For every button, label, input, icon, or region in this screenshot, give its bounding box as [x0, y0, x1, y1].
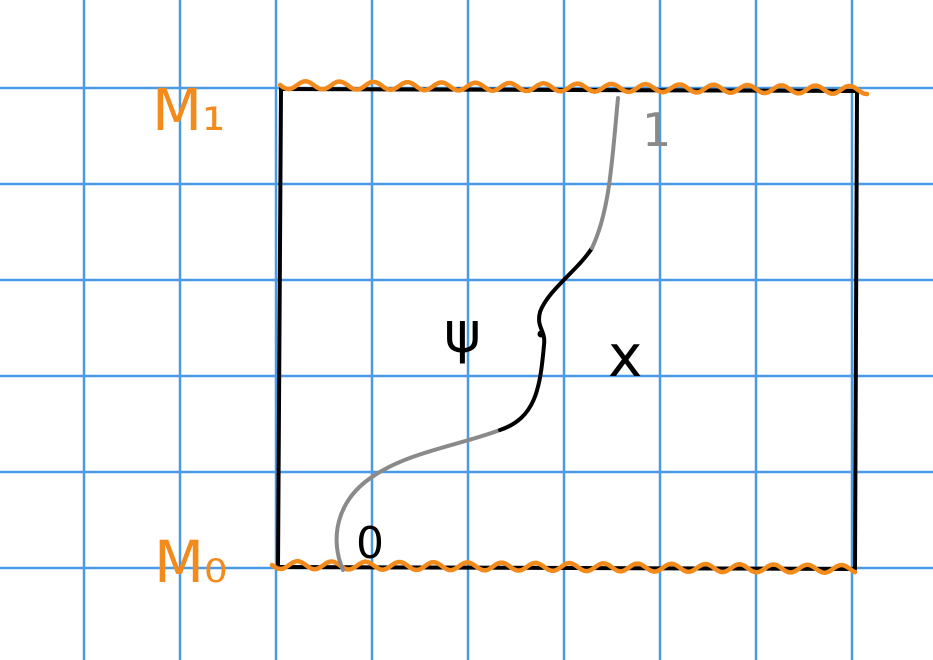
- path-lower-gray-segment: [334, 428, 502, 572]
- frame-right-edge: [853, 88, 859, 570]
- label-endpoint-top: 1: [642, 103, 671, 157]
- path-middle-black-segment: [498, 246, 594, 432]
- path-upper-gray-segment: [590, 96, 620, 250]
- label-top-boundary: M₁: [152, 76, 225, 144]
- bottom-boundary-wave: [269, 559, 858, 576]
- label-x: x: [608, 322, 642, 390]
- label-endpoint-bottom: 0: [356, 518, 384, 569]
- frame-left-edge: [276, 86, 283, 568]
- top-boundary-wave: [277, 79, 870, 97]
- label-bottom-boundary: M₀: [154, 528, 227, 596]
- label-psi: ψ: [444, 301, 481, 366]
- path-curve: [334, 96, 620, 572]
- path-dot: [537, 330, 545, 338]
